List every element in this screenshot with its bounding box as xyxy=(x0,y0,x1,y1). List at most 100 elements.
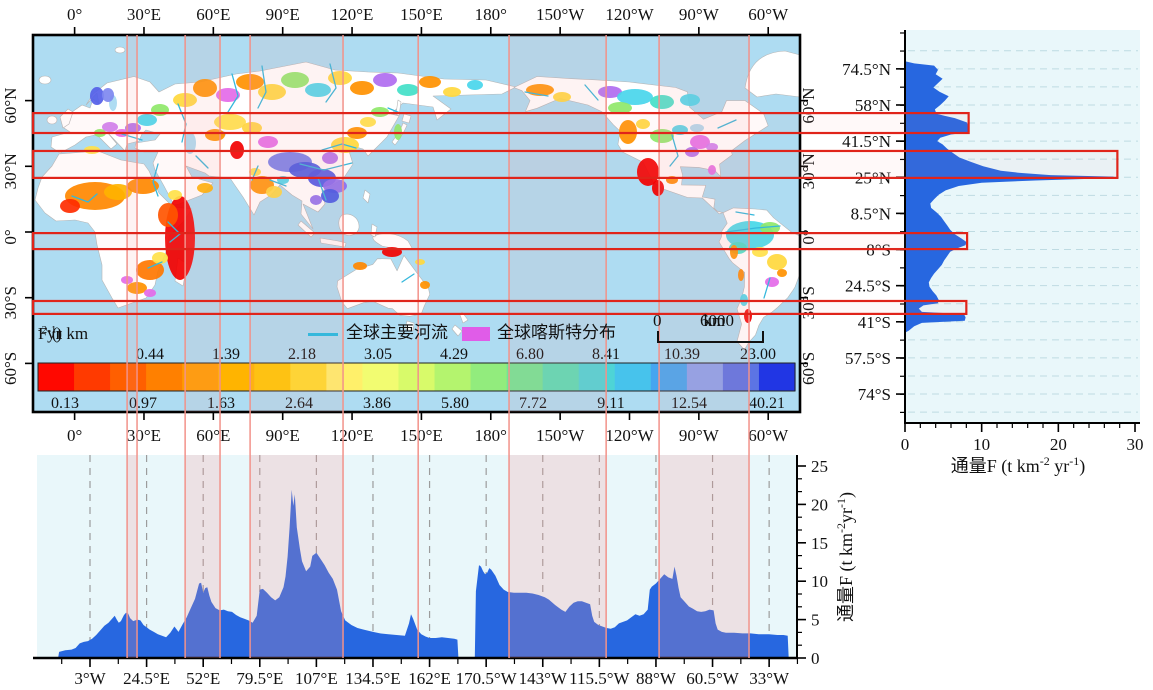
tick-label: 6.80 xyxy=(516,346,544,363)
latitude-area-series xyxy=(905,39,1115,333)
tick-label: 0° xyxy=(67,426,82,445)
tick-label: 90°E xyxy=(266,5,300,24)
world-map-artwork xyxy=(33,35,800,412)
tick-label: 3.05 xyxy=(364,346,392,363)
tick-label: 0 xyxy=(901,435,910,454)
tick-label: 74.5°N xyxy=(842,60,891,79)
longitude-highlight-band xyxy=(509,455,607,658)
tick-label: 90°E xyxy=(266,426,300,445)
tick-label: 3.86 xyxy=(363,395,391,412)
tick-label: 90°W xyxy=(679,426,720,445)
colorbar-cell xyxy=(290,363,327,391)
tick-label: 33°W xyxy=(749,669,790,688)
tick-label: 60°S xyxy=(799,352,818,385)
tick-label: 41°S xyxy=(858,313,891,332)
tick-label: 115.5°W xyxy=(569,669,630,688)
tick-label: 1.39 xyxy=(212,346,240,363)
tick-label: 0.44 xyxy=(136,346,164,363)
longitude-area-series xyxy=(58,489,789,658)
tick-label: 57.5°S xyxy=(845,349,891,368)
tick-label: 30°N xyxy=(1,153,20,189)
tick-label: 10 xyxy=(973,435,990,454)
tick-label: 60°W xyxy=(748,5,789,24)
colorbar-cell xyxy=(506,363,544,391)
tick-label: 120°W xyxy=(605,426,654,445)
longitude-highlight-band xyxy=(250,35,344,412)
tick-label: 3°W xyxy=(74,669,106,688)
longitude-highlight-band xyxy=(185,35,221,412)
tick-label: 0° xyxy=(1,229,20,244)
latitude-highlight-box xyxy=(31,111,970,135)
colorbar-cell xyxy=(326,363,364,391)
colorbar-cell xyxy=(146,363,183,391)
tick-label: 30°N xyxy=(799,153,818,189)
tick-label: 107°E xyxy=(295,669,338,688)
tick-label: 150°E xyxy=(400,426,443,445)
tick-label: 20 xyxy=(811,495,828,514)
tick-label: 134.5°E xyxy=(345,669,400,688)
tick-label: 60°E xyxy=(196,426,230,445)
tick-label: 60.5°W xyxy=(686,669,740,688)
axis-unit-label: 通量F (t km-2 yr-1) xyxy=(951,454,1086,477)
colorbar-cell xyxy=(650,363,688,391)
longitude-highlight-band xyxy=(127,35,138,412)
tick-label: 180° xyxy=(475,5,507,24)
longitude-highlight-band xyxy=(509,35,607,412)
colorbar-cell xyxy=(758,363,796,391)
colorbar-cell xyxy=(398,363,436,391)
colorbar-cell xyxy=(434,363,472,391)
colorbar-cell xyxy=(38,363,75,391)
tick-label: 30 xyxy=(1127,435,1144,454)
tick-label: 58°N xyxy=(855,96,891,115)
tick-label: 7.72 xyxy=(519,395,547,412)
colorbar-cell xyxy=(686,363,724,391)
tick-label: 40.21 xyxy=(749,395,785,412)
tick-label: 4.29 xyxy=(440,346,468,363)
tick-label: 143°W xyxy=(519,669,568,688)
tick-label: 120°E xyxy=(331,426,374,445)
colorbar-cell xyxy=(542,363,580,391)
tick-label: 52°E xyxy=(186,669,220,688)
tick-label: 12.54 xyxy=(671,395,707,412)
tick-label: 15 xyxy=(811,534,828,553)
tick-label: 2.18 xyxy=(288,346,316,363)
tick-label: 9.11 xyxy=(597,395,624,412)
marginal-charts xyxy=(37,30,1140,658)
tick-label: 0° xyxy=(67,5,82,24)
tick-label: 30°S xyxy=(1,286,20,319)
axis-unit-label: 通量F (t km-2yr-1) xyxy=(834,492,857,622)
tick-label: 150°E xyxy=(400,5,443,24)
latitude-highlight-box xyxy=(31,149,1119,180)
tick-label: 10 xyxy=(811,572,828,591)
tick-label: 150°W xyxy=(536,426,585,445)
colorbar-cell xyxy=(614,363,652,391)
longitude-highlight-band xyxy=(127,455,138,658)
colorbar-cell xyxy=(182,363,219,391)
longitude-highlight-band xyxy=(250,455,344,658)
tick-label: 0.13 xyxy=(51,395,79,412)
tick-label: 30°E xyxy=(127,5,161,24)
tick-label: 1.63 xyxy=(207,395,235,412)
tick-label: 150°W xyxy=(536,5,585,24)
colorbar-cell xyxy=(362,363,400,391)
longitude-highlight-band xyxy=(659,455,750,658)
tick-label: 30°E xyxy=(127,426,161,445)
colorbar-cell xyxy=(74,363,111,391)
tick-label: 120°W xyxy=(605,5,654,24)
tick-label: 74°S xyxy=(858,385,891,404)
tick-label: 60°W xyxy=(748,426,789,445)
tick-label: 60°N xyxy=(799,88,818,124)
tick-label: 60°N xyxy=(1,88,20,124)
latitude-highlight-box xyxy=(31,299,968,316)
tick-label: 60°S xyxy=(1,352,20,385)
colorbar-cell xyxy=(470,363,508,391)
tick-label: 5 xyxy=(811,611,820,630)
tick-label: 10.39 xyxy=(664,346,700,363)
tick-label: 5.80 xyxy=(441,395,469,412)
tick-label: 0.97 xyxy=(129,395,157,412)
highlight-overlays xyxy=(31,35,1119,658)
colorbar-cell xyxy=(722,363,760,391)
colorbar-cell xyxy=(254,363,291,391)
tick-label: 79.5°E xyxy=(236,669,283,688)
tick-label: 180° xyxy=(475,426,507,445)
